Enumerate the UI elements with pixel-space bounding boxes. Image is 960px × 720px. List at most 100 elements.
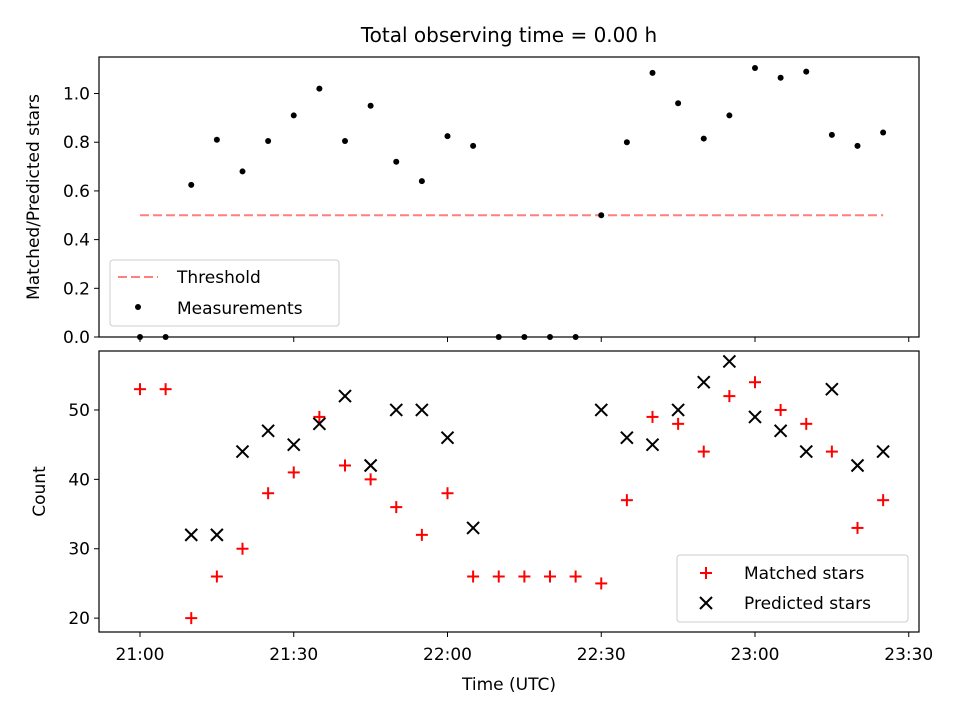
predicted-star-point: [876, 444, 890, 459]
count-legend: Matched stars Predicted stars: [676, 554, 909, 623]
count-y-tick-label-3: 50: [68, 401, 90, 421]
matched-star-point: [800, 417, 813, 430]
ratio-y-tick-label-5: 1.0: [63, 85, 90, 105]
count-plot-area: [134, 354, 890, 625]
matched-star-point: [595, 577, 608, 590]
legend-matched-swatch: [700, 567, 712, 579]
predicted-star-point: [466, 521, 480, 535]
chart-title: Total observing time = 0.00 h: [360, 23, 657, 47]
measurement-point: [367, 102, 374, 109]
legend-threshold-label: Threshold: [176, 268, 261, 288]
predicted-star-point-b: [415, 403, 429, 417]
predicted-star-point: [312, 417, 327, 431]
matched-star-point: [697, 445, 710, 458]
predicted-star-point: [594, 403, 608, 417]
matched-star-point: [877, 494, 890, 507]
measurement-point: [623, 139, 630, 146]
ratio-y-tick-label-2: 0.4: [63, 231, 90, 251]
ratio-y-tick-label-4: 0.8: [63, 133, 90, 153]
matched-star-point: [544, 570, 556, 583]
x-tick-label-1: 21:30: [269, 645, 318, 665]
matched-star-point: [134, 383, 146, 396]
x-tick-label-2: 22:00: [423, 645, 472, 665]
matched-star-point: [339, 459, 351, 472]
matched-star-point: [262, 487, 275, 500]
predicted-star-point: [850, 458, 865, 473]
predicted-star-point-b: [287, 437, 301, 452]
ratio-panel: 0.0 0.2 0.4 0.6 0.8 1.0 Matched/Predicted sta…: [24, 56, 920, 348]
legend-predicted-swatch-b: [699, 596, 713, 610]
count-x-ticks: 21:00 21:30 22:00 22:30 23:00 23:30: [116, 632, 933, 665]
matched-star-point: [441, 487, 454, 500]
predicted-star-point-b: [235, 444, 250, 459]
measurement-point: [675, 100, 682, 107]
measurement-point: [188, 181, 195, 188]
predicted-star-point: [671, 403, 685, 417]
ratio-legend: Threshold Measurements: [109, 259, 340, 327]
measurement-point: [290, 112, 297, 119]
x-axis-label: Time (UTC): [461, 675, 556, 695]
predicted-star-point-b: [184, 528, 198, 542]
count-y-tick-label-1: 30: [68, 540, 90, 560]
predicted-star-point: [287, 437, 301, 452]
predicted-star-point-b: [773, 424, 788, 438]
predicted-star-point: [210, 528, 224, 542]
predicted-star-point: [773, 424, 788, 438]
count-y-axis-label: Count: [30, 466, 50, 517]
predicted-star-point: [261, 424, 275, 438]
matched-star-point: [569, 570, 582, 583]
measurement-point: [880, 129, 887, 136]
predicted-star-point: [389, 403, 403, 417]
x-tick-label-3: 22:30: [577, 645, 626, 665]
predicted-star-point-b: [312, 417, 327, 431]
predicted-star-point-b: [389, 403, 403, 417]
measurement-point: [726, 112, 733, 119]
predicted-star-point: [645, 437, 660, 452]
legend-measurements-swatch: [135, 304, 141, 310]
predicted-star-point-b: [671, 403, 685, 417]
measurement-point: [854, 142, 861, 149]
measurement-point: [752, 64, 758, 71]
measurement-point: [828, 131, 835, 138]
predicted-star-point-b: [748, 410, 762, 424]
predicted-star-point: [235, 444, 250, 459]
count-axes-frame: [98, 350, 920, 633]
ratio-legend-box: [109, 259, 340, 327]
predicted-star-point: [697, 375, 711, 389]
predicted-star-point: [338, 389, 352, 403]
matched-star-point: [287, 466, 300, 479]
predicted-star-point-b: [645, 437, 660, 452]
matched-star-point: [518, 570, 531, 583]
matched-star-point: [620, 494, 633, 507]
count-y-tick-label-2: 40: [68, 470, 90, 490]
matched-star-point: [672, 417, 685, 430]
predicted-star-point: [799, 444, 813, 459]
predicted-star-point-b: [594, 403, 608, 417]
predicted-star-point: [363, 458, 378, 473]
x-tick-label-4: 23:00: [731, 645, 780, 665]
predicted-star-point: [620, 431, 634, 445]
predicted-star-point-b: [722, 354, 737, 369]
measurement-point: [777, 74, 784, 81]
predicted-star-point: [415, 403, 429, 417]
matched-star-point: [851, 521, 864, 534]
predicted-star-point-b: [210, 528, 224, 542]
x-tick-label-0: 21:00: [116, 645, 165, 665]
matched-star-point: [185, 612, 198, 625]
matched-star-point: [492, 570, 505, 583]
ratio-y-tick-label-3: 0.6: [63, 182, 90, 202]
matched-star-point: [159, 383, 172, 396]
matched-star-point: [210, 570, 223, 583]
ratio-y-tick-label-0: 0.0: [63, 328, 90, 348]
predicted-star-point-b: [697, 375, 711, 389]
measurement-point: [265, 138, 272, 144]
legend-predicted-swatch: [699, 596, 713, 610]
measurement-point: [649, 69, 656, 76]
predicted-star-point-b: [466, 521, 480, 535]
matched-star-point: [774, 403, 787, 416]
predicted-star-point-b: [440, 431, 455, 445]
legend-measurements-label: Measurements: [177, 299, 303, 319]
matched-star-point: [390, 501, 403, 514]
